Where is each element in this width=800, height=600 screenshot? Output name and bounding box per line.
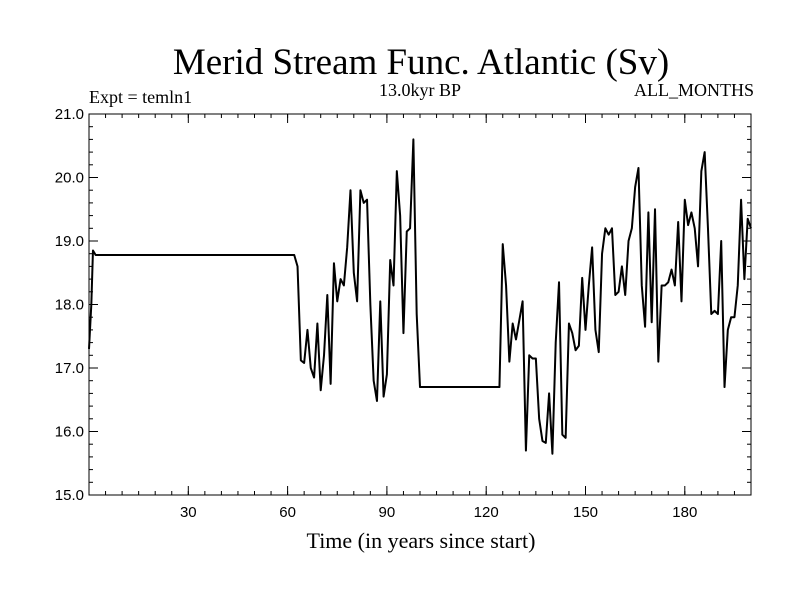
y-tick-label: 18.0 xyxy=(55,297,84,314)
chart-title: Merid Stream Func. Atlantic (Sv) xyxy=(173,42,669,83)
plot-frame xyxy=(88,113,752,496)
x-tick-label: 90 xyxy=(379,504,396,521)
y-tick-label: 19.0 xyxy=(55,233,84,250)
y-tick-label: 20.0 xyxy=(55,170,84,187)
chart-subtitle-left: Expt = temln1 xyxy=(89,87,192,107)
x-tick-label: 120 xyxy=(474,504,499,521)
x-tick-label: 180 xyxy=(672,504,697,521)
y-tick-label: 21.0 xyxy=(55,106,84,123)
y-tick-label: 17.0 xyxy=(55,360,84,377)
y-tick-label: 15.0 xyxy=(55,487,84,504)
chart-subtitle-center: 13.0kyr BP xyxy=(379,80,461,100)
chart-subtitle-right: ALL_MONTHS xyxy=(634,80,754,100)
x-tick-label: 150 xyxy=(573,504,598,521)
y-tick-label: 16.0 xyxy=(55,424,84,441)
plot-axes: 15.0 16.0 17.0 18.0 19.0 20.0 21.0 30 60 90 120 150… xyxy=(55,106,751,521)
x-tick-label: 60 xyxy=(279,504,296,521)
x-tick-label: 30 xyxy=(180,504,197,521)
series-line xyxy=(88,138,752,455)
plot-series xyxy=(88,138,752,455)
x-axis-label: Time (in years since start) xyxy=(307,528,536,553)
